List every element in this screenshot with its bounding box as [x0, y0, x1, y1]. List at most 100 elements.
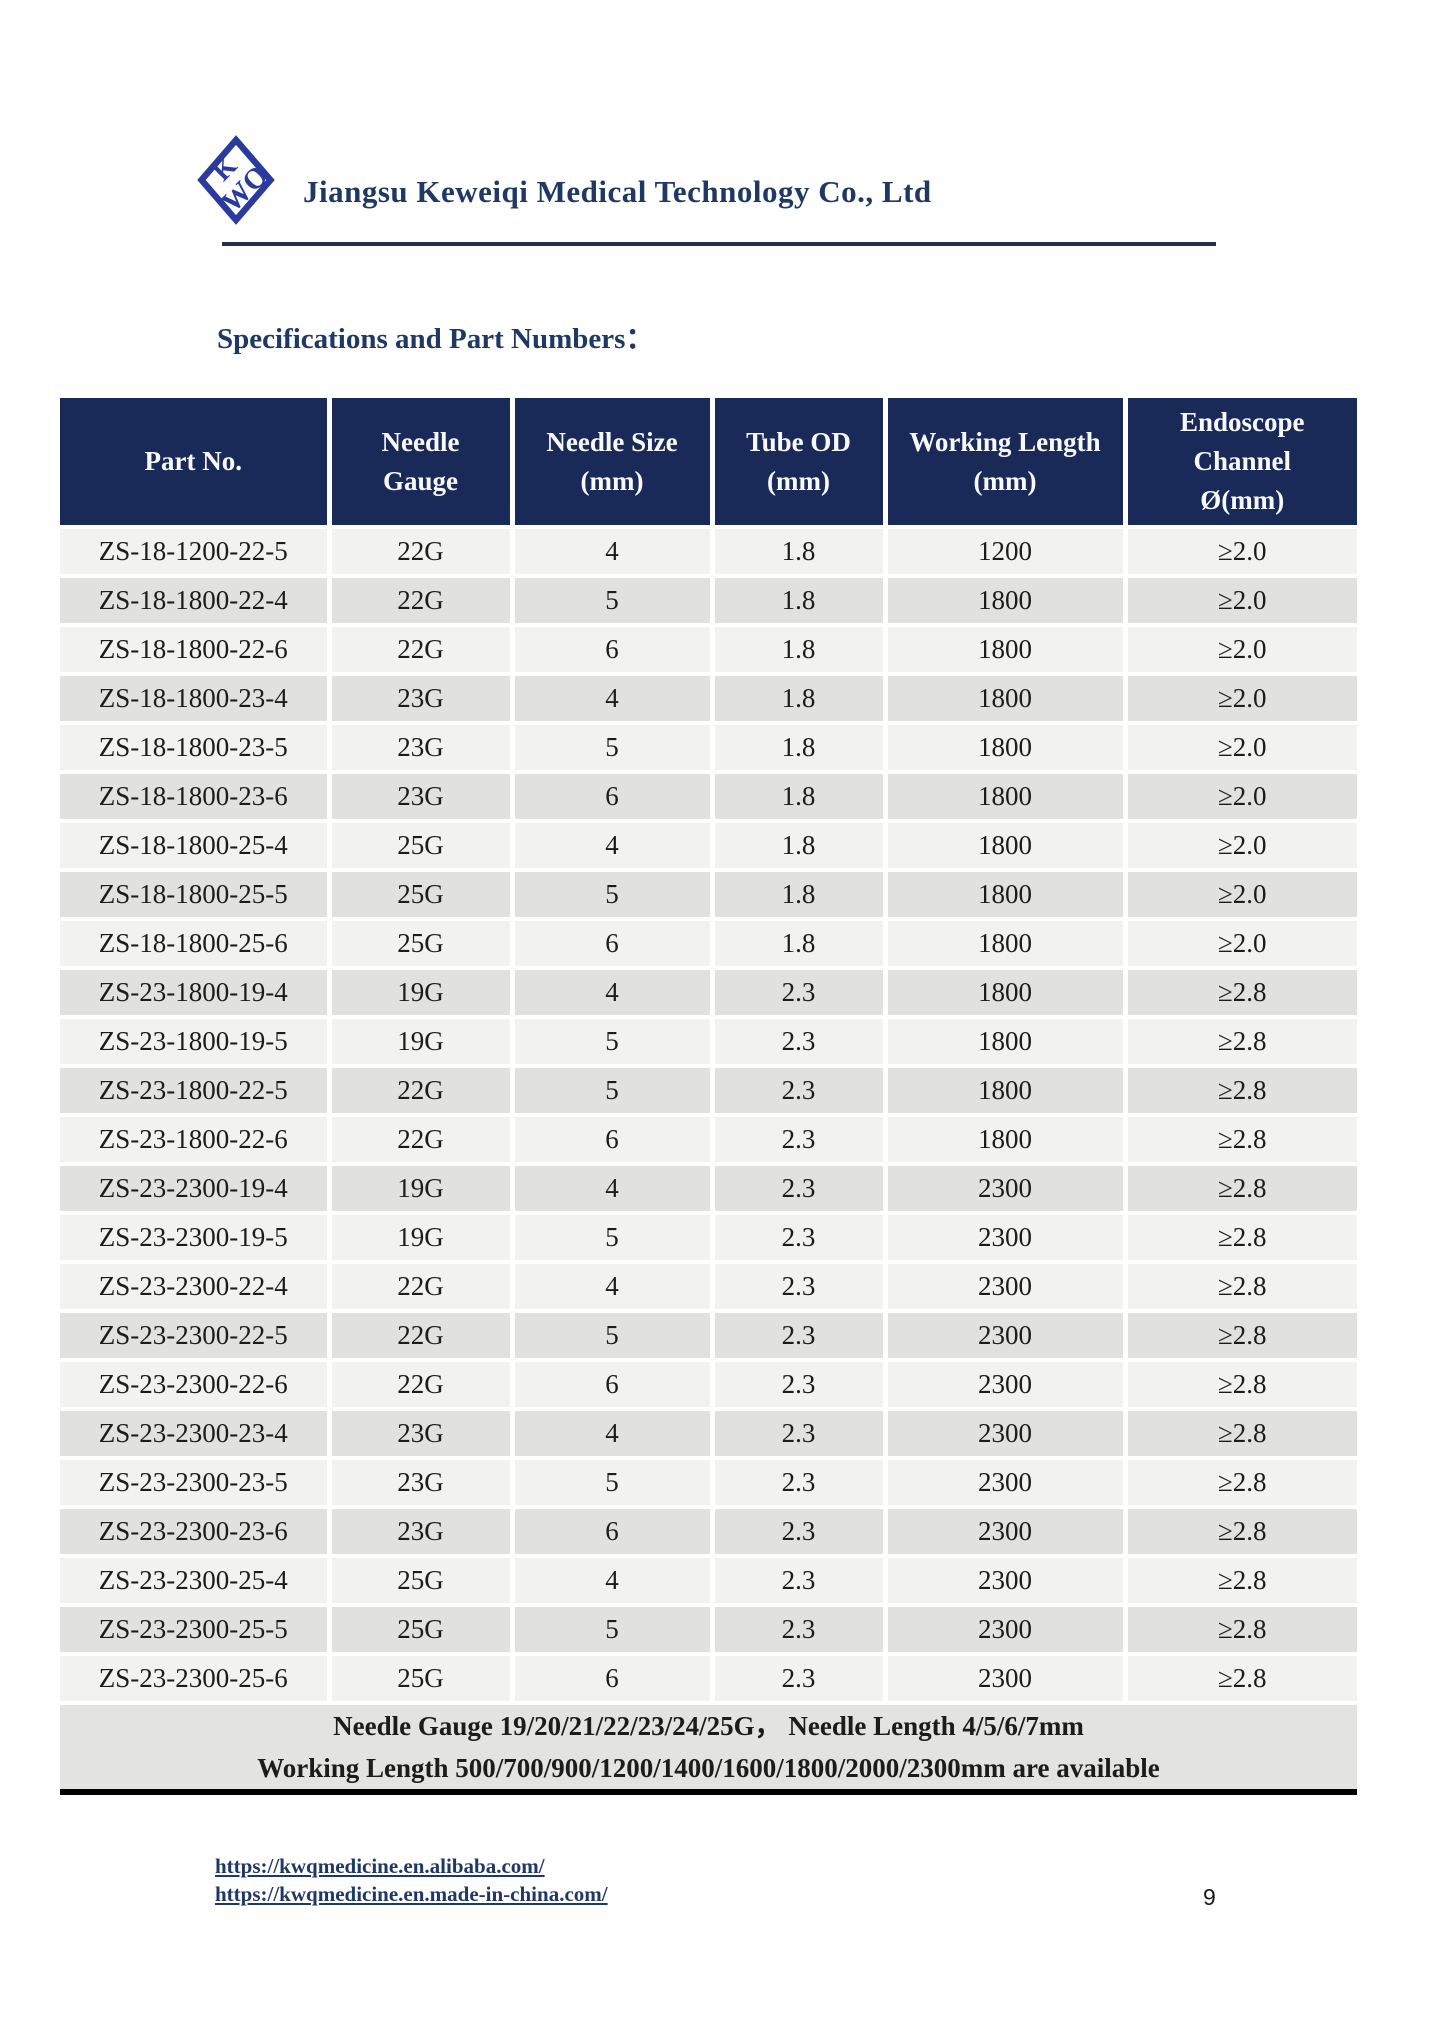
cell-part-no: ZS-23-1800-19-4 [60, 966, 332, 1017]
cell-tube-od-mm: 1.8 [712, 525, 888, 576]
table-notes-row: Needle Gauge 19/20/21/22/23/24/25G， Need… [60, 1701, 1357, 1795]
cell-working-length-mm: 2300 [885, 1603, 1128, 1654]
cell-needle-gauge: 22G [329, 1309, 515, 1360]
table-row: ZS-23-2300-25-5 25G 5 2.3 2300 ≥2.8 [60, 1603, 1357, 1654]
cell-needle-gauge: 23G [329, 672, 515, 723]
cell-tube-od-mm: 1.8 [712, 770, 888, 821]
cell-tube-od-mm: 1.8 [712, 623, 888, 674]
cell-needle-gauge: 19G [329, 966, 515, 1017]
cell-endoscope-channel-mm: ≥2.0 [1125, 623, 1357, 674]
cell-endoscope-channel-mm: ≥2.0 [1125, 819, 1357, 870]
cell-endoscope-channel-mm: ≥2.8 [1125, 1505, 1357, 1556]
cell-endoscope-channel-mm: ≥2.8 [1125, 1015, 1357, 1066]
cell-tube-od-mm: 1.8 [712, 721, 888, 772]
cell-needle-gauge: 22G [329, 1113, 515, 1164]
table-row: ZS-23-2300-23-4 23G 4 2.3 2300 ≥2.8 [60, 1407, 1357, 1458]
cell-endoscope-channel-mm: ≥2.8 [1125, 1309, 1357, 1360]
cell-needle-gauge: 22G [329, 1358, 515, 1409]
cell-part-no: ZS-18-1800-25-6 [60, 917, 332, 968]
cell-working-length-mm: 1800 [885, 868, 1128, 919]
cell-working-length-mm: 1800 [885, 574, 1128, 625]
column-header-endoscope-channel-mm: Endoscope Channel Ø(mm) [1125, 398, 1357, 527]
cell-working-length-mm: 2300 [885, 1162, 1128, 1213]
made-in-china-store-link[interactable]: https://kwqmedicine.en.made-in-china.com… [215, 1882, 608, 1906]
cell-needle-size-mm: 5 [512, 868, 715, 919]
cell-working-length-mm: 1800 [885, 721, 1128, 772]
cell-tube-od-mm: 2.3 [712, 1603, 888, 1654]
cell-needle-gauge: 25G [329, 1603, 515, 1654]
cell-part-no: ZS-18-1800-23-4 [60, 672, 332, 723]
cell-endoscope-channel-mm: ≥2.8 [1125, 1064, 1357, 1115]
cell-part-no: ZS-23-2300-22-5 [60, 1309, 332, 1360]
cell-part-no: ZS-18-1800-23-5 [60, 721, 332, 772]
cell-needle-size-mm: 6 [512, 770, 715, 821]
table-row: ZS-18-1800-23-4 23G 4 1.8 1800 ≥2.0 [60, 672, 1357, 723]
cell-tube-od-mm: 2.3 [712, 1407, 888, 1458]
cell-working-length-mm: 1800 [885, 770, 1128, 821]
cell-needle-size-mm: 6 [512, 623, 715, 674]
cell-needle-size-mm: 6 [512, 1505, 715, 1556]
table-row: ZS-18-1800-25-5 25G 5 1.8 1800 ≥2.0 [60, 868, 1357, 919]
cell-needle-size-mm: 4 [512, 1162, 715, 1213]
table-row: ZS-18-1800-25-6 25G 6 1.8 1800 ≥2.0 [60, 917, 1357, 968]
cell-needle-size-mm: 4 [512, 966, 715, 1017]
cell-part-no: ZS-18-1200-22-5 [60, 525, 332, 576]
alibaba-store-link[interactable]: https://kwqmedicine.en.alibaba.com/ [215, 1854, 545, 1878]
cell-tube-od-mm: 2.3 [712, 1358, 888, 1409]
table-row: ZS-23-2300-22-4 22G 4 2.3 2300 ≥2.8 [60, 1260, 1357, 1311]
cell-part-no: ZS-18-1800-25-4 [60, 819, 332, 870]
cell-part-no: ZS-18-1800-23-6 [60, 770, 332, 821]
cell-tube-od-mm: 2.3 [712, 1456, 888, 1507]
cell-working-length-mm: 2300 [885, 1652, 1128, 1703]
column-header-part-no: Part No. [60, 398, 332, 527]
cell-tube-od-mm: 1.8 [712, 917, 888, 968]
cell-endoscope-channel-mm: ≥2.8 [1125, 1652, 1357, 1703]
cell-part-no: ZS-23-1800-19-5 [60, 1015, 332, 1066]
cell-tube-od-mm: 2.3 [712, 1652, 888, 1703]
cell-needle-gauge: 22G [329, 525, 515, 576]
cell-part-no: ZS-23-2300-19-4 [60, 1162, 332, 1213]
cell-part-no: ZS-23-2300-23-5 [60, 1456, 332, 1507]
cell-needle-gauge: 25G [329, 1554, 515, 1605]
cell-tube-od-mm: 2.3 [712, 1015, 888, 1066]
cell-part-no: ZS-18-1800-25-5 [60, 868, 332, 919]
cell-endoscope-channel-mm: ≥2.8 [1125, 1211, 1357, 1262]
cell-tube-od-mm: 1.8 [712, 672, 888, 723]
cell-needle-gauge: 19G [329, 1162, 515, 1213]
cell-working-length-mm: 1800 [885, 1064, 1128, 1115]
cell-needle-size-mm: 5 [512, 1211, 715, 1262]
cell-needle-gauge: 25G [329, 1652, 515, 1703]
table-row: ZS-23-2300-25-6 25G 6 2.3 2300 ≥2.8 [60, 1652, 1357, 1703]
table-row: ZS-23-2300-23-6 23G 6 2.3 2300 ≥2.8 [60, 1505, 1357, 1556]
cell-needle-size-mm: 5 [512, 1064, 715, 1115]
cell-needle-size-mm: 5 [512, 1603, 715, 1654]
table-row: ZS-18-1800-23-5 23G 5 1.8 1800 ≥2.0 [60, 721, 1357, 772]
column-header-needle-gauge: Needle Gauge [329, 398, 515, 527]
cell-part-no: ZS-23-1800-22-6 [60, 1113, 332, 1164]
cell-endoscope-channel-mm: ≥2.0 [1125, 868, 1357, 919]
table-row: ZS-23-1800-22-5 22G 5 2.3 1800 ≥2.8 [60, 1064, 1357, 1115]
cell-needle-gauge: 22G [329, 1260, 515, 1311]
cell-part-no: ZS-23-2300-23-6 [60, 1505, 332, 1556]
table-row: ZS-23-2300-19-4 19G 4 2.3 2300 ≥2.8 [60, 1162, 1357, 1213]
cell-needle-gauge: 22G [329, 623, 515, 674]
cell-needle-size-mm: 6 [512, 1652, 715, 1703]
cell-part-no: ZS-23-2300-19-5 [60, 1211, 332, 1262]
cell-working-length-mm: 2300 [885, 1456, 1128, 1507]
cell-needle-size-mm: 4 [512, 672, 715, 723]
cell-working-length-mm: 1800 [885, 623, 1128, 674]
cell-needle-gauge: 22G [329, 1064, 515, 1115]
cell-part-no: ZS-23-2300-25-4 [60, 1554, 332, 1605]
cell-tube-od-mm: 2.3 [712, 1113, 888, 1164]
table-row: ZS-23-1800-22-6 22G 6 2.3 1800 ≥2.8 [60, 1113, 1357, 1164]
cell-part-no: ZS-18-1800-22-6 [60, 623, 332, 674]
cell-needle-gauge: 23G [329, 770, 515, 821]
cell-endoscope-channel-mm: ≥2.0 [1125, 672, 1357, 723]
cell-needle-size-mm: 4 [512, 525, 715, 576]
cell-working-length-mm: 2300 [885, 1309, 1128, 1360]
cell-endoscope-channel-mm: ≥2.8 [1125, 966, 1357, 1017]
cell-needle-gauge: 22G [329, 574, 515, 625]
cell-working-length-mm: 2300 [885, 1407, 1128, 1458]
cell-working-length-mm: 2300 [885, 1260, 1128, 1311]
